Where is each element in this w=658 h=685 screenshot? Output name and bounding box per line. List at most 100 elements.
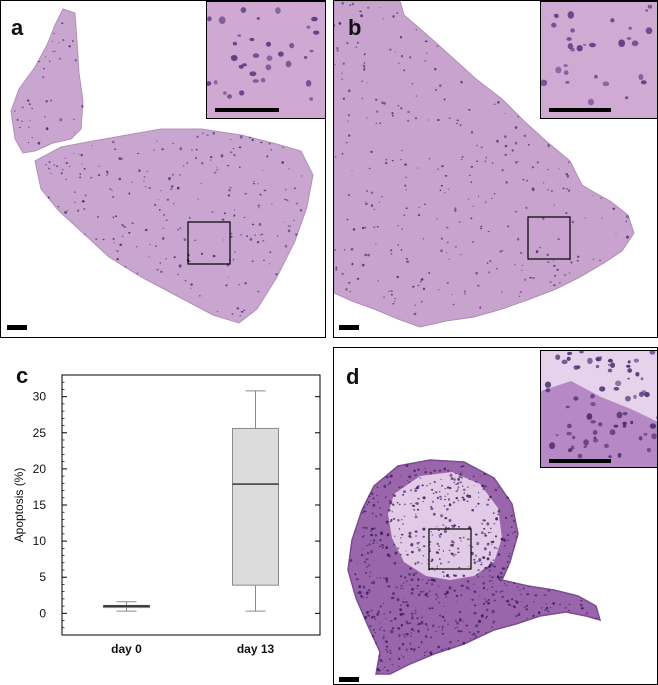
cell-nucleus bbox=[486, 557, 490, 561]
cell-nucleus bbox=[360, 553, 364, 557]
cell-nucleus bbox=[553, 264, 556, 267]
cell-nucleus bbox=[186, 162, 189, 164]
cell-nucleus bbox=[587, 98, 595, 106]
cell-nucleus bbox=[448, 549, 451, 551]
cell-nucleus bbox=[231, 313, 234, 315]
cell-nucleus bbox=[251, 138, 254, 141]
cell-nucleus bbox=[455, 473, 457, 475]
cell-nucleus bbox=[453, 555, 455, 557]
cell-nucleus bbox=[403, 490, 406, 493]
cell-nucleus bbox=[369, 550, 374, 554]
cell-nucleus bbox=[553, 204, 555, 206]
cell-nucleus bbox=[349, 559, 353, 562]
cell-nucleus bbox=[148, 187, 151, 189]
cell-nucleus bbox=[503, 545, 506, 547]
panel-a-inset-cells bbox=[207, 7, 320, 101]
cell-nucleus bbox=[384, 496, 387, 499]
cell-nucleus bbox=[363, 53, 366, 56]
cell-nucleus bbox=[476, 573, 479, 576]
cell-nucleus bbox=[405, 176, 407, 179]
cell-nucleus bbox=[576, 45, 583, 52]
cell-nucleus bbox=[460, 80, 463, 84]
cell-nucleus bbox=[384, 640, 388, 643]
cell-nucleus bbox=[283, 221, 285, 223]
cell-nucleus bbox=[31, 137, 33, 139]
cell-nucleus bbox=[410, 612, 414, 615]
cell-nucleus bbox=[587, 357, 593, 365]
cell-nucleus bbox=[428, 119, 430, 121]
cell-nucleus bbox=[456, 594, 459, 598]
boxes bbox=[103, 390, 279, 612]
cell-nucleus bbox=[479, 306, 482, 309]
cell-nucleus bbox=[135, 246, 138, 248]
cell-nucleus bbox=[51, 40, 54, 42]
cell-nucleus bbox=[146, 170, 148, 173]
cell-nucleus bbox=[583, 445, 587, 448]
cell-nucleus bbox=[447, 647, 451, 651]
cell-nucleus bbox=[516, 237, 520, 241]
cell-nucleus bbox=[408, 475, 412, 479]
cell-nucleus bbox=[410, 489, 412, 492]
cell-nucleus bbox=[295, 233, 298, 236]
cell-nucleus bbox=[373, 527, 376, 530]
cell-nucleus bbox=[592, 258, 594, 260]
cell-nucleus bbox=[456, 601, 458, 602]
cell-nucleus bbox=[505, 516, 508, 519]
cell-nucleus bbox=[514, 126, 518, 129]
cell-nucleus bbox=[91, 145, 93, 147]
cell-nucleus bbox=[385, 618, 387, 620]
cell-nucleus bbox=[483, 473, 486, 476]
cell-nucleus bbox=[391, 159, 394, 162]
cell-nucleus bbox=[69, 165, 71, 168]
cell-nucleus bbox=[346, 218, 349, 221]
cell-nucleus bbox=[362, 526, 366, 529]
cell-nucleus bbox=[476, 160, 478, 163]
cell-nucleus bbox=[362, 64, 366, 68]
cell-nucleus bbox=[81, 163, 83, 165]
cell-nucleus bbox=[469, 638, 472, 639]
cell-nucleus bbox=[405, 648, 408, 651]
cell-nucleus bbox=[425, 52, 428, 54]
cell-nucleus bbox=[432, 500, 434, 503]
cell-nucleus bbox=[50, 99, 52, 102]
cell-nucleus bbox=[601, 217, 603, 219]
cell-nucleus bbox=[488, 575, 491, 577]
cell-nucleus bbox=[341, 152, 344, 155]
panel-d-letter: d bbox=[346, 364, 360, 389]
cell-nucleus bbox=[422, 238, 424, 240]
cell-nucleus bbox=[456, 621, 459, 625]
cell-nucleus bbox=[393, 543, 395, 546]
cell-nucleus bbox=[383, 577, 385, 579]
cell-nucleus bbox=[206, 134, 209, 136]
cell-nucleus bbox=[309, 49, 314, 53]
cell-nucleus bbox=[571, 220, 575, 224]
cell-nucleus bbox=[263, 189, 267, 192]
cell-nucleus bbox=[149, 243, 151, 246]
x-axis: day 0 day 13 bbox=[111, 642, 274, 656]
cell-nucleus bbox=[156, 140, 158, 142]
cell-nucleus bbox=[138, 169, 141, 173]
cell-nucleus bbox=[362, 548, 364, 550]
cell-nucleus bbox=[348, 194, 350, 196]
cell-nucleus bbox=[355, 46, 357, 48]
cell-nucleus bbox=[467, 198, 470, 200]
cell-nucleus bbox=[68, 45, 71, 48]
cell-nucleus bbox=[472, 583, 475, 585]
cell-nucleus bbox=[377, 662, 380, 664]
cell-nucleus bbox=[475, 635, 477, 638]
cell-nucleus bbox=[568, 161, 570, 164]
cell-nucleus bbox=[580, 600, 583, 602]
cell-nucleus bbox=[522, 587, 525, 590]
cell-nucleus bbox=[109, 188, 112, 190]
cell-nucleus bbox=[441, 571, 445, 573]
cell-nucleus bbox=[399, 537, 402, 539]
cell-nucleus bbox=[454, 246, 457, 248]
cell-nucleus bbox=[296, 202, 298, 205]
cell-nucleus bbox=[414, 304, 416, 306]
cell-nucleus bbox=[64, 211, 67, 214]
cell-nucleus bbox=[473, 558, 476, 561]
cell-nucleus bbox=[361, 97, 364, 100]
cell-nucleus bbox=[90, 177, 93, 179]
cell-nucleus bbox=[545, 606, 549, 610]
cell-nucleus bbox=[372, 629, 375, 631]
